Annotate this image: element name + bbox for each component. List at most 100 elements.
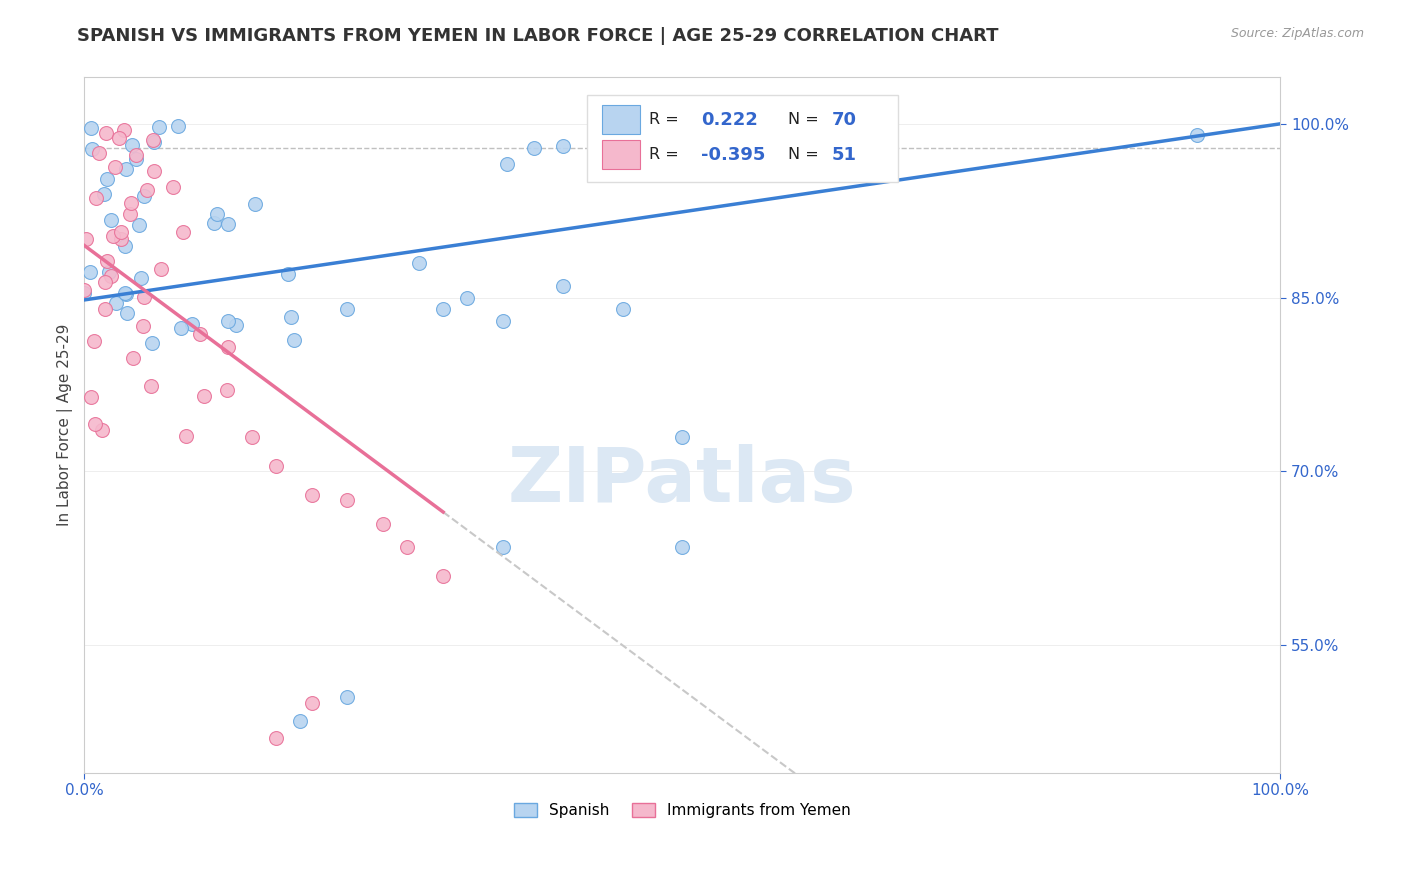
Point xyxy=(110,231,132,245)
Point xyxy=(217,314,239,328)
Point xyxy=(80,390,103,404)
Point xyxy=(496,157,519,171)
Legend: Spanish, Immigrants from Yemen: Spanish, Immigrants from Yemen xyxy=(508,797,858,824)
Text: ZIPatlas: ZIPatlas xyxy=(508,443,856,517)
Point xyxy=(104,160,127,174)
Point xyxy=(204,216,226,230)
Point xyxy=(671,540,693,554)
Point xyxy=(73,283,96,297)
Point xyxy=(141,335,163,350)
Point xyxy=(79,265,101,279)
Point xyxy=(671,430,693,444)
Point xyxy=(217,217,239,231)
Point xyxy=(225,318,247,333)
Point xyxy=(456,291,478,305)
Point xyxy=(125,153,148,167)
Point xyxy=(128,218,150,232)
Point xyxy=(551,139,574,153)
Point xyxy=(142,136,165,150)
Text: SPANISH VS IMMIGRANTS FROM YEMEN IN LABOR FORCE | AGE 25-29 CORRELATION CHART: SPANISH VS IMMIGRANTS FROM YEMEN IN LABO… xyxy=(77,27,998,45)
Point xyxy=(396,540,419,554)
Point xyxy=(551,279,574,293)
Point xyxy=(205,207,228,221)
Point xyxy=(94,126,117,140)
Point xyxy=(120,207,142,221)
Point xyxy=(188,327,211,342)
Point xyxy=(432,302,454,317)
Point xyxy=(523,141,546,155)
Point xyxy=(169,320,191,334)
Point xyxy=(595,128,617,143)
Point xyxy=(139,378,162,392)
Point xyxy=(100,269,122,284)
Point xyxy=(373,516,395,531)
Point xyxy=(336,690,359,705)
Text: 0.222: 0.222 xyxy=(702,111,758,128)
Y-axis label: In Labor Force | Age 25-29: In Labor Force | Age 25-29 xyxy=(58,324,73,526)
Point xyxy=(167,119,190,133)
Point xyxy=(115,306,138,320)
Point xyxy=(280,310,302,324)
Point xyxy=(142,133,165,147)
Point xyxy=(131,270,153,285)
Text: 70: 70 xyxy=(832,111,856,128)
Point xyxy=(132,290,155,304)
Text: R =: R = xyxy=(648,147,679,162)
Point xyxy=(492,540,515,554)
Point xyxy=(143,164,166,178)
Point xyxy=(217,340,239,354)
Point xyxy=(288,714,311,728)
Point xyxy=(94,301,117,316)
Point xyxy=(115,287,138,301)
Text: 51: 51 xyxy=(832,145,856,163)
Text: -0.395: -0.395 xyxy=(702,145,766,163)
Point xyxy=(301,696,323,710)
Point xyxy=(172,225,194,239)
Point xyxy=(150,261,173,276)
Point xyxy=(94,275,117,289)
Point xyxy=(90,423,112,437)
Point xyxy=(131,319,153,334)
Point xyxy=(114,239,136,253)
Point xyxy=(98,265,121,279)
Point xyxy=(80,142,103,156)
Point xyxy=(84,417,107,431)
Point xyxy=(264,458,287,473)
Point xyxy=(243,197,266,211)
Point xyxy=(264,731,287,745)
Point xyxy=(108,131,131,145)
Point xyxy=(80,121,103,136)
Point xyxy=(87,146,110,161)
Point xyxy=(148,120,170,134)
Text: Source: ZipAtlas.com: Source: ZipAtlas.com xyxy=(1230,27,1364,40)
Point xyxy=(114,285,136,300)
Point xyxy=(336,493,359,508)
FancyBboxPatch shape xyxy=(602,105,641,135)
Point xyxy=(283,333,305,347)
Point xyxy=(181,317,204,331)
Point xyxy=(336,302,359,317)
Point xyxy=(301,488,323,502)
Point xyxy=(83,334,105,349)
Text: N =: N = xyxy=(787,112,818,128)
FancyBboxPatch shape xyxy=(586,95,897,182)
Point xyxy=(96,253,118,268)
Point xyxy=(104,296,127,310)
Point xyxy=(763,141,786,155)
Point xyxy=(124,148,146,162)
Point xyxy=(121,137,143,152)
Point xyxy=(612,302,634,317)
Point xyxy=(1185,128,1208,143)
Point xyxy=(122,351,145,365)
Point xyxy=(115,161,138,176)
Point xyxy=(193,389,215,403)
Point xyxy=(174,429,197,443)
Point xyxy=(103,229,125,244)
Point xyxy=(93,187,115,202)
FancyBboxPatch shape xyxy=(602,140,641,169)
Point xyxy=(162,179,184,194)
Point xyxy=(240,430,263,444)
Point xyxy=(73,286,96,301)
Point xyxy=(215,384,238,398)
Point xyxy=(432,568,454,582)
